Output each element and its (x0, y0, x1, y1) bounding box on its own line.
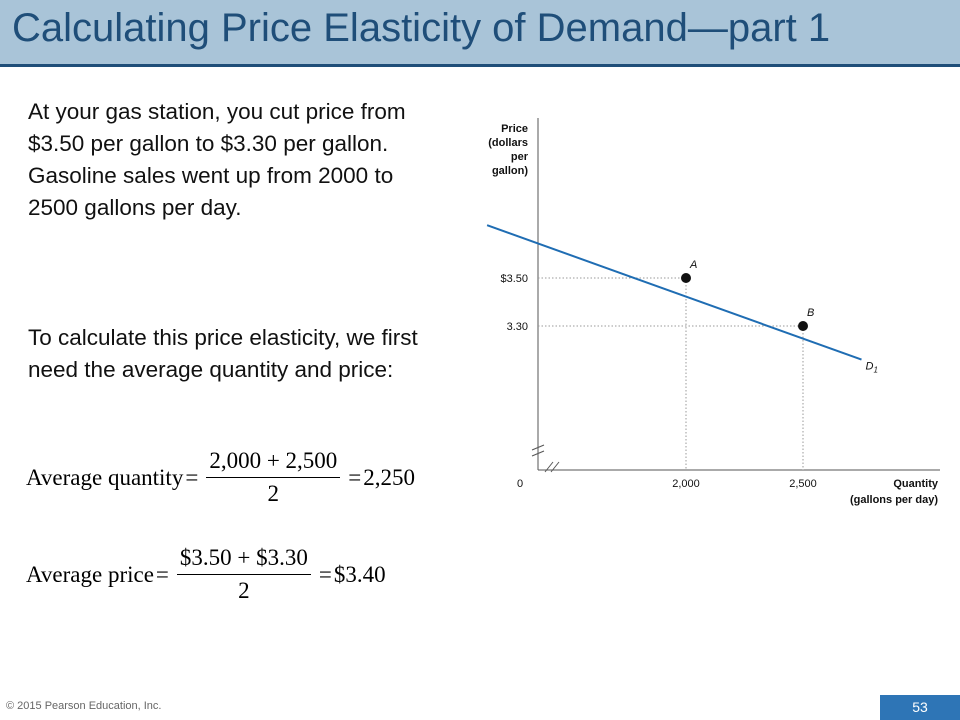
y-tick-labels: $3.50 3.30 (500, 273, 528, 333)
y-axis-title-line: gallon) (492, 165, 528, 177)
formula-lhs: Average quantity (26, 464, 184, 490)
demand-curve-d1 (486, 224, 862, 361)
fraction-denominator: 2 (267, 481, 280, 506)
y-tick-label: 3.30 (507, 321, 528, 333)
fraction: 2,000 + 2,500 2 (206, 448, 341, 507)
equals-sign: = (185, 464, 199, 490)
instruction-text: To calculate this price elasticity, we f… (28, 325, 418, 382)
equals-sign: = (155, 561, 169, 587)
title-bar: Calculating Price Elasticity of Demand—p… (0, 0, 960, 67)
copyright-footer: © 2015 Pearson Education, Inc. (6, 700, 162, 712)
demand-curve-chart: Price (dollars per gallon) D1 AB 0 2,000 2,50… (486, 118, 940, 506)
fraction-denominator: 2 (238, 578, 250, 603)
y-axis-title-line: Price (501, 123, 528, 135)
formula-result: $3.40 (333, 561, 386, 587)
formula-result: 2,250 (363, 464, 416, 490)
scenario-text: At your gas station, you cut price from … (28, 99, 406, 220)
formula-lhs: Average price (26, 561, 154, 587)
x-axis-title: Quantity (gallons per day) (850, 478, 939, 506)
x-tick-label: 2,000 (672, 478, 700, 490)
y-tick-label: $3.50 (500, 273, 528, 285)
point-b (798, 321, 808, 331)
x-axis-title-line: Quantity (893, 478, 938, 490)
equals-sign: = (348, 464, 362, 490)
point-a (681, 273, 691, 283)
average-price-formula: Average price = $3.50 + $3.30 2 = $3.40 (26, 545, 386, 604)
x-axis-title-line: (gallons per day) (850, 494, 938, 506)
y-axis-title: Price (dollars per gallon) (488, 123, 528, 177)
average-quantity-formula: Average quantity = 2,000 + 2,500 2 = 2,2… (26, 448, 415, 507)
equals-sign: = (318, 561, 332, 587)
fraction-numerator: $3.50 + $3.30 (176, 545, 311, 575)
x-tick-label: 2,500 (789, 478, 817, 490)
page-number: 53 (880, 695, 960, 720)
demand-curve-label: D1 (866, 361, 878, 375)
point-label-b: B (807, 307, 814, 319)
fraction: $3.50 + $3.30 2 (176, 545, 311, 604)
y-axis-title-line: per (511, 151, 529, 163)
x-tick-label: 0 (517, 478, 523, 490)
fraction-numerator: 2,000 + 2,500 (206, 448, 341, 478)
guide-lines (538, 277, 804, 470)
axis-break-marks (531, 444, 560, 473)
x-tick-labels: 0 2,000 2,500 (517, 478, 817, 490)
point-label-a: A (689, 259, 697, 271)
slide-title: Calculating Price Elasticity of Demand—p… (12, 6, 831, 50)
y-axis-title-line: (dollars (488, 137, 528, 149)
chart-points: AB (681, 259, 814, 331)
